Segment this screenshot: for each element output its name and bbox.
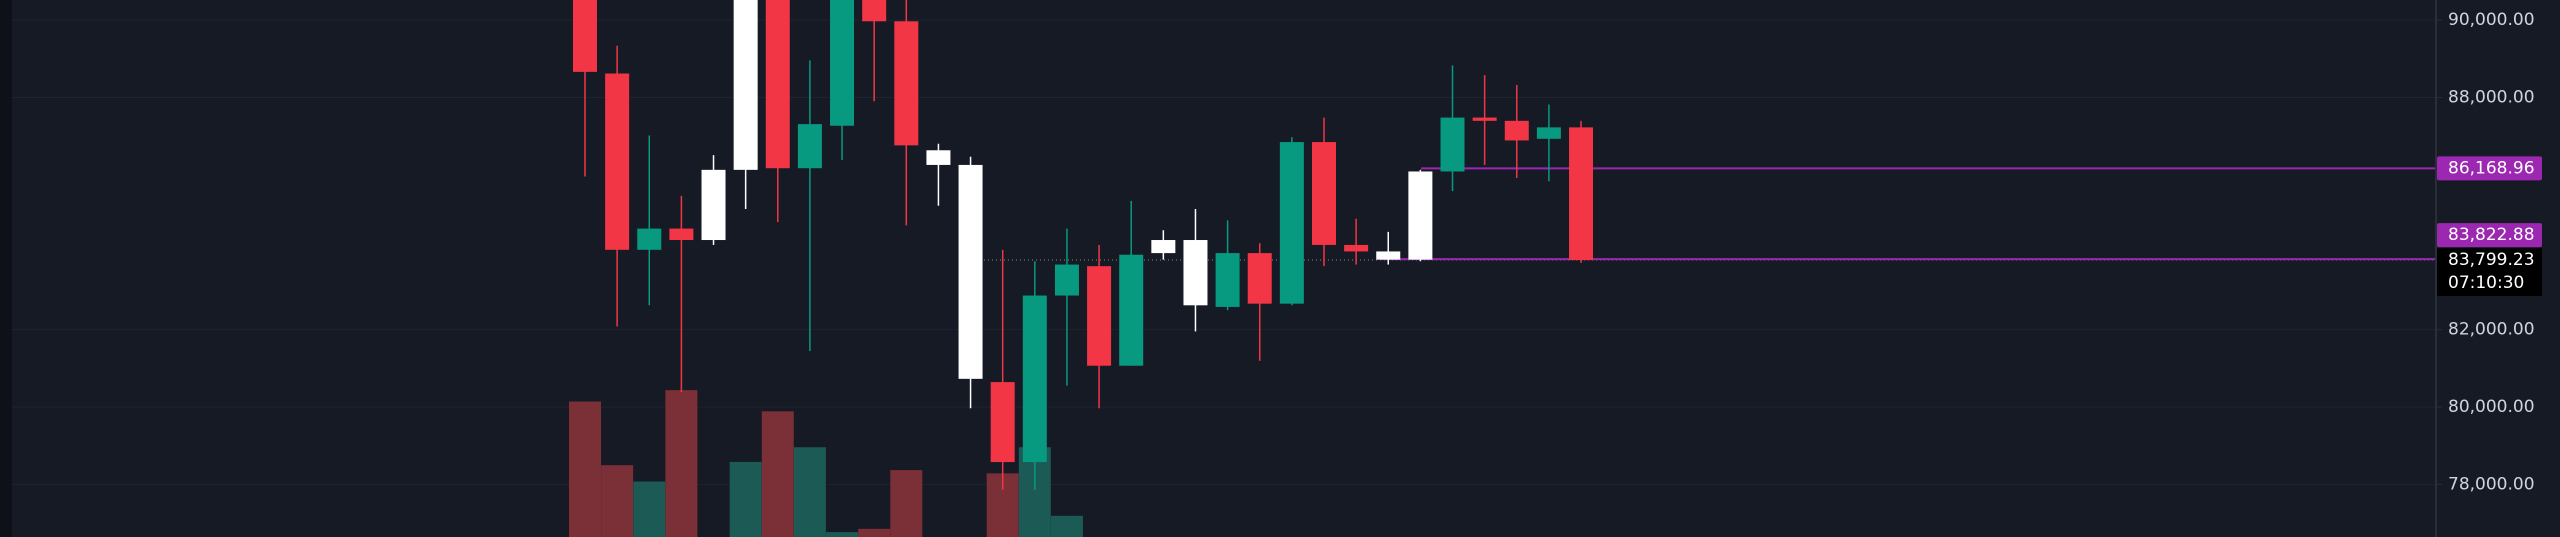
left-border bbox=[0, 0, 12, 537]
candle-body bbox=[958, 164, 983, 379]
price-label-box bbox=[2437, 223, 2542, 248]
candle-body bbox=[1472, 117, 1497, 121]
candle-body bbox=[637, 228, 662, 250]
candle-body bbox=[1151, 240, 1176, 254]
y-tick-label: 78,000.00 bbox=[2448, 474, 2535, 494]
last-price-label: 83,799.23 bbox=[2448, 250, 2535, 270]
countdown-label: 07:10:30 bbox=[2448, 273, 2524, 293]
candle-body bbox=[1569, 127, 1594, 261]
candle-body bbox=[1054, 264, 1079, 296]
candle-body bbox=[1087, 266, 1112, 366]
volume-bar bbox=[665, 390, 698, 537]
candle-body bbox=[573, 0, 597, 72]
price-label-box bbox=[2437, 156, 2542, 181]
volume-bar bbox=[633, 481, 666, 537]
candle-body bbox=[1344, 244, 1369, 252]
candle-body bbox=[894, 21, 919, 146]
candle-body bbox=[1022, 295, 1047, 463]
y-tick-label: 88,000.00 bbox=[2448, 87, 2535, 107]
candle-body bbox=[1119, 254, 1144, 366]
candle-body bbox=[926, 150, 951, 165]
candle-body bbox=[1504, 120, 1529, 141]
candle-body bbox=[1408, 171, 1433, 260]
volume-bar bbox=[1050, 515, 1083, 537]
volume-bar bbox=[890, 470, 923, 537]
volume-bar bbox=[729, 461, 762, 537]
candle-body bbox=[1247, 253, 1272, 304]
last-price-box bbox=[2437, 248, 2542, 297]
y-tick-label: 80,000.00 bbox=[2448, 397, 2535, 417]
candle-body bbox=[862, 0, 887, 22]
candle-body bbox=[701, 169, 726, 241]
volume-bar bbox=[826, 532, 859, 537]
candle-body bbox=[1440, 117, 1465, 172]
volume-bar bbox=[761, 411, 794, 537]
candle-body bbox=[765, 0, 790, 169]
price-label: 86,168.96 bbox=[2448, 158, 2535, 178]
candle-body bbox=[1376, 251, 1401, 260]
candle-body bbox=[1279, 142, 1304, 304]
volume-bar bbox=[858, 528, 891, 537]
volume-bar bbox=[793, 447, 826, 537]
candle-body bbox=[1183, 240, 1208, 306]
price-label: 83,822.88 bbox=[2448, 225, 2535, 245]
candle-body bbox=[669, 228, 694, 241]
candle-body bbox=[1215, 253, 1240, 307]
candle-body bbox=[605, 73, 630, 250]
candle-body bbox=[1536, 127, 1561, 139]
candle-body bbox=[733, 0, 758, 170]
y-tick-label: 90,000.00 bbox=[2448, 10, 2535, 30]
volume-bar bbox=[569, 401, 601, 537]
candle-body bbox=[1311, 142, 1336, 245]
candle-body bbox=[797, 124, 822, 169]
y-tick-label: 82,000.00 bbox=[2448, 320, 2535, 340]
candle-body bbox=[830, 0, 855, 126]
volume-bar bbox=[601, 465, 634, 537]
candle-body bbox=[990, 382, 1015, 463]
